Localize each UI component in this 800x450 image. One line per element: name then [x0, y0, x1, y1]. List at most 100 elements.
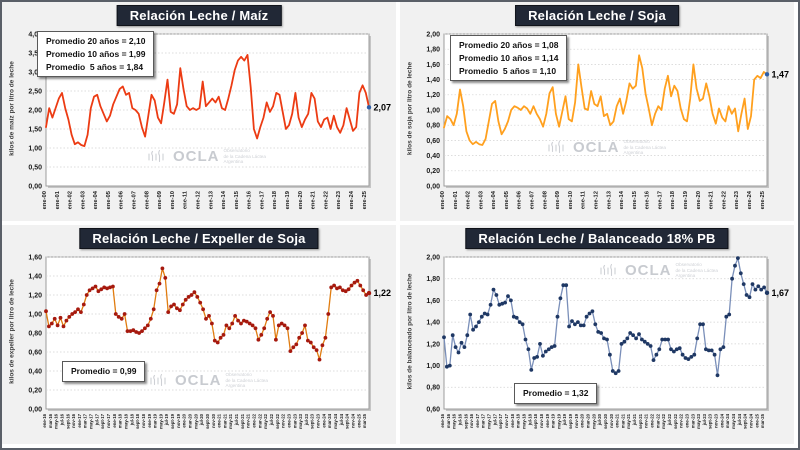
svg-text:sept-18: sept-18 [533, 413, 538, 429]
svg-text:jul-16: jul-16 [457, 413, 462, 426]
svg-text:may-23: may-23 [298, 413, 303, 428]
svg-text:ene-20: ene-20 [182, 413, 187, 427]
svg-text:2,00: 2,00 [426, 254, 440, 261]
chart-panel-leche-expeller: Relación Leche / Expeller de Soja kilos … [2, 225, 396, 444]
svg-text:1,00: 1,00 [426, 363, 440, 370]
svg-text:sept-20: sept-20 [205, 413, 210, 429]
x-axis-tick-labels: ene-16 mar-16 may-16 jul-16 sept-16 nov-16 ene… [42, 413, 367, 429]
x-axis-tick-labels: ene-16 mar-16 may-16 jul-16 sept-16 nov-16 ene… [440, 413, 765, 429]
svg-text:0,20: 0,20 [426, 168, 440, 175]
last-point-marker [764, 72, 770, 77]
svg-text:1,00: 1,00 [426, 107, 440, 114]
svg-text:ene-07: ene-07 [530, 191, 536, 209]
svg-text:ene-14: ene-14 [221, 190, 227, 209]
svg-text:ene-21: ene-21 [709, 190, 715, 209]
svg-text:ene-21: ene-21 [615, 413, 620, 427]
svg-text:mar-23: mar-23 [690, 413, 695, 428]
svg-text:jul-18: jul-18 [527, 413, 532, 426]
svg-text:ene-25: ene-25 [760, 190, 766, 209]
svg-text:ene-04: ene-04 [491, 190, 497, 209]
svg-text:0,00: 0,00 [28, 406, 42, 413]
svg-text:may-22: may-22 [263, 413, 268, 428]
svg-text:jul-24: jul-24 [339, 413, 344, 426]
svg-text:sept-19: sept-19 [170, 413, 175, 429]
svg-text:ene-05: ene-05 [106, 190, 112, 209]
svg-text:ene-17: ene-17 [259, 191, 265, 209]
svg-text:ene-17: ene-17 [475, 413, 480, 427]
svg-text:2,50: 2,50 [28, 88, 42, 95]
svg-text:mar-25: mar-25 [362, 413, 367, 428]
svg-text:may-17: may-17 [487, 413, 492, 428]
svg-text:ene-15: ene-15 [632, 190, 638, 209]
svg-text:nov-24: nov-24 [748, 413, 753, 427]
svg-text:0,80: 0,80 [426, 385, 440, 392]
chart-title: Relación Leche / Balanceado 18% PB [465, 228, 729, 249]
last-point-marker [764, 290, 770, 296]
svg-text:ene-23: ene-23 [684, 413, 689, 427]
annotation-line: Promedio 20 años = 1,08 [459, 40, 559, 50]
svg-text:ene-19: ene-19 [683, 190, 689, 209]
svg-text:ene-16: ene-16 [645, 190, 651, 209]
svg-text:sept-24: sept-24 [345, 413, 350, 429]
svg-text:nov-24: nov-24 [350, 413, 355, 427]
svg-text:2,00: 2,00 [426, 31, 440, 38]
svg-text:mar-19: mar-19 [551, 413, 556, 428]
svg-text:sept-21: sept-21 [240, 413, 245, 429]
data-point-markers [442, 256, 769, 378]
svg-text:sept-20: sept-20 [603, 413, 608, 429]
svg-text:jul-18: jul-18 [129, 413, 134, 426]
svg-text:mar-22: mar-22 [655, 413, 660, 428]
svg-text:0,40: 0,40 [426, 153, 440, 160]
svg-text:ene-03: ene-03 [478, 190, 484, 209]
svg-text:ene-10: ene-10 [568, 191, 574, 209]
svg-text:nov-16: nov-16 [71, 413, 76, 427]
svg-text:0,00: 0,00 [28, 183, 42, 190]
svg-text:may-20: may-20 [591, 413, 596, 428]
annotation-line: Promedio = 0,99 [71, 366, 137, 376]
svg-text:1,20: 1,20 [28, 292, 42, 299]
svg-text:ene-13: ene-13 [208, 190, 214, 209]
svg-text:1,60: 1,60 [426, 298, 440, 305]
svg-text:mar-24: mar-24 [327, 413, 332, 428]
svg-text:may-16: may-16 [54, 413, 59, 428]
chart-panel-leche-soja: Relación Leche / Soja kilos de soja por … [400, 2, 794, 221]
svg-text:may-24: may-24 [731, 413, 736, 428]
svg-text:ene-05: ene-05 [504, 190, 510, 209]
svg-text:ene-18: ene-18 [510, 413, 515, 427]
svg-text:1,50: 1,50 [28, 126, 42, 133]
svg-text:mar-17: mar-17 [83, 413, 88, 428]
svg-text:ene-02: ene-02 [466, 191, 472, 209]
svg-text:may-18: may-18 [521, 413, 526, 428]
svg-text:may-23: may-23 [696, 413, 701, 428]
svg-text:mar-17: mar-17 [481, 413, 486, 428]
chart-title: Relación Leche / Expeller de Soja [79, 228, 319, 249]
svg-text:sept-17: sept-17 [100, 413, 105, 429]
y-axis-tick-labels: 0,60 0,80 1,00 1,20 1,40 1,60 1,80 2,00 [426, 254, 440, 413]
svg-text:mar-21: mar-21 [222, 413, 227, 428]
svg-text:0,40: 0,40 [28, 368, 42, 375]
svg-text:ene-11: ene-11 [183, 190, 189, 209]
svg-text:nov-23: nov-23 [316, 413, 321, 427]
svg-text:nov-17: nov-17 [106, 413, 111, 427]
annotation-line: Promedio 10 años = 1,99 [46, 48, 146, 59]
svg-text:mar-20: mar-20 [585, 413, 590, 428]
svg-text:nov-20: nov-20 [609, 413, 614, 427]
svg-text:sept-16: sept-16 [463, 413, 468, 429]
svg-text:ene-22: ene-22 [650, 413, 655, 427]
svg-text:sept-19: sept-19 [568, 413, 573, 429]
annotation-line: Promedio 5 años = 1,10 [459, 65, 557, 76]
svg-text:ene-19: ene-19 [545, 413, 550, 427]
y-axis-tick-labels: 0,00 0,20 0,40 0,60 0,80 1,00 1,20 1,40 1,60 1,80… [426, 31, 440, 190]
svg-text:ene-24: ene-24 [747, 190, 753, 209]
svg-text:1,60: 1,60 [28, 254, 42, 261]
svg-text:may-19: may-19 [556, 413, 561, 428]
svg-text:nov-18: nov-18 [141, 413, 146, 427]
svg-text:ene-09: ene-09 [555, 190, 561, 209]
chart-panel-leche-maiz: Relación Leche / Maíz kilos de maíz por … [2, 2, 396, 221]
svg-text:jul-21: jul-21 [632, 413, 637, 426]
svg-text:ene-07: ene-07 [132, 191, 138, 209]
svg-text:sept-16: sept-16 [65, 413, 70, 429]
svg-text:nov-18: nov-18 [539, 413, 544, 427]
svg-text:ene-25: ene-25 [754, 413, 759, 427]
